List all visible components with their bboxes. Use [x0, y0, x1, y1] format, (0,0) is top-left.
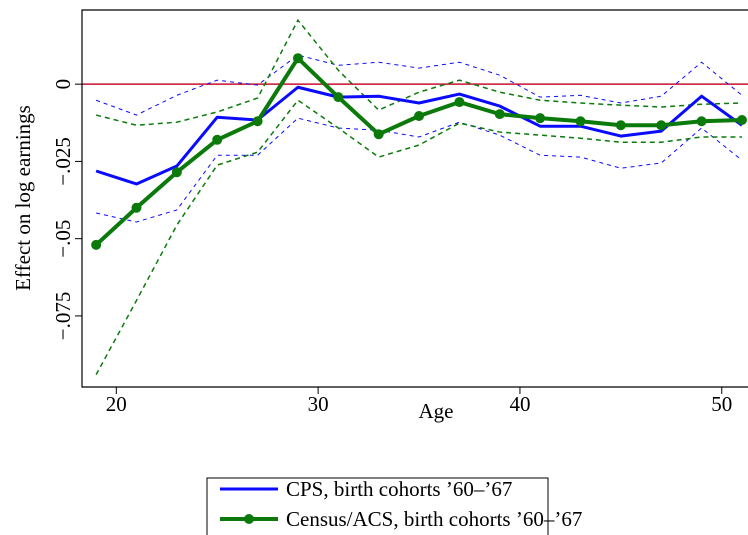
point — [373, 129, 384, 140]
point — [333, 92, 344, 103]
series-line — [94, 56, 743, 247]
point — [696, 116, 707, 127]
ci-band-upper — [95, 54, 743, 116]
point — [292, 53, 303, 64]
x-tick-label: 30 — [308, 392, 329, 416]
point — [736, 115, 747, 126]
point — [656, 120, 667, 131]
y-tick-label: 0 — [51, 79, 75, 90]
point — [575, 116, 586, 127]
y-tick-label: −.05 — [51, 220, 75, 258]
x-axis-label: Age — [419, 399, 454, 423]
point — [171, 167, 182, 178]
series-line — [95, 85, 743, 186]
plot-area — [82, 18, 748, 375]
y-axis-label: Effect on log earnings — [11, 105, 35, 291]
y-tick-label: −.075 — [51, 292, 75, 341]
point — [454, 97, 465, 108]
x-tick-label: 40 — [509, 392, 530, 416]
ci-band-lower — [95, 99, 742, 375]
point — [535, 113, 546, 124]
point — [131, 202, 142, 213]
plot-frame — [81, 9, 748, 388]
point — [615, 120, 626, 131]
legend-marker — [244, 514, 254, 524]
point — [212, 134, 223, 145]
x-tick-label: 50 — [711, 392, 732, 416]
point — [252, 116, 263, 127]
legend-label: CPS, birth cohorts ’60–’67 — [286, 477, 512, 501]
point — [91, 239, 102, 250]
y-tick-label: −.025 — [51, 137, 75, 186]
x-tick-label: 20 — [106, 392, 127, 416]
point — [494, 109, 505, 120]
legend-label: Census/ACS, birth cohorts ’60–’67 — [286, 507, 582, 531]
point — [414, 110, 425, 121]
ci-band-upper — [95, 18, 742, 127]
legend-box — [206, 477, 549, 535]
ci-band-lower — [96, 117, 743, 223]
